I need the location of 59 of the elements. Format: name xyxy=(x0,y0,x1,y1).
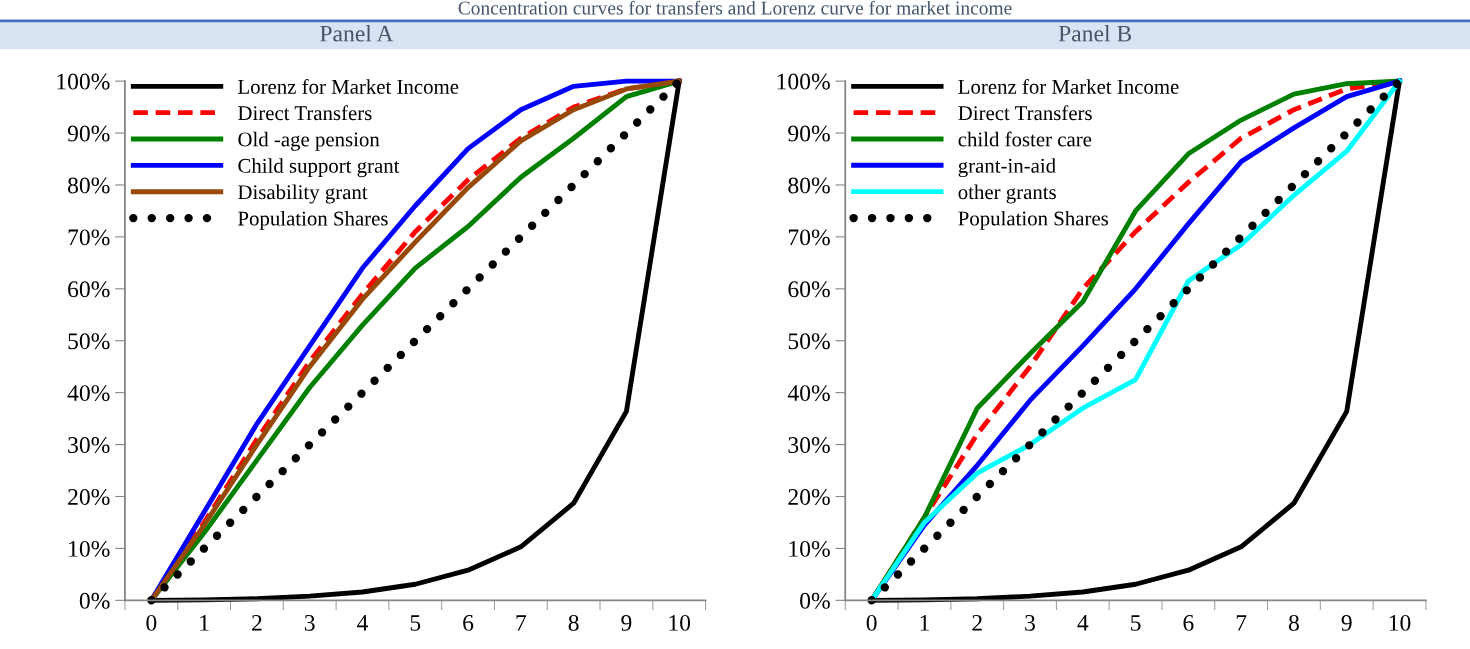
x-tick-label: 3 xyxy=(1025,614,1035,631)
x-tick-label: 10 xyxy=(669,614,691,631)
legend-label: Population Shares xyxy=(238,210,388,230)
x-tick-label: 9 xyxy=(1341,614,1352,631)
y-tick-label: 0% xyxy=(800,592,830,609)
legend-label: other grants xyxy=(958,184,1056,204)
text: Concentration curves for transfers and Lorenz curve for market income xyxy=(458,0,1012,15)
legend-label: Population Shares xyxy=(958,210,1109,230)
y-tick-label: 50% xyxy=(788,333,830,350)
legend-label: Child support grant xyxy=(238,158,400,178)
y-tick-label: 40% xyxy=(67,385,110,402)
x-tick-label: 9 xyxy=(621,614,632,631)
y-tick-label: 70% xyxy=(68,229,110,246)
legend-label: child foster care xyxy=(958,131,1092,147)
y-tick-label: 80% xyxy=(67,177,110,194)
x-tick-label: 2 xyxy=(972,614,982,631)
x-tick-label: 2 xyxy=(252,614,262,631)
y-tick-label: 10% xyxy=(789,540,830,557)
x-tick-label: 6 xyxy=(1183,614,1194,631)
x-tick-label: 5 xyxy=(1131,615,1141,631)
legend-label: Disability grant xyxy=(238,184,368,204)
y-tick-label: 10% xyxy=(69,540,110,557)
y-tick-label: 90% xyxy=(67,125,110,142)
y-tick-label: 20% xyxy=(788,488,830,505)
y-tick-label: 100% xyxy=(777,73,830,90)
y-tick-label: 30% xyxy=(68,437,110,454)
legend-label: Direct Transfers xyxy=(238,105,372,121)
legend-label: Lorenz for Market Income xyxy=(238,78,459,94)
legend-label: Lorenz for Market Income xyxy=(958,78,1179,94)
y-tick-label: 30% xyxy=(788,437,830,454)
y-tick-label: 100% xyxy=(57,73,110,90)
x-tick-label: 3 xyxy=(304,614,315,631)
y-tick-label: 40% xyxy=(787,385,830,402)
x-tick-label: 1 xyxy=(920,615,929,631)
y-tick-label: 20% xyxy=(68,488,110,505)
y-tick-label: 0% xyxy=(79,592,110,609)
x-tick-label: 4 xyxy=(1077,615,1089,631)
x-tick-label: 4 xyxy=(357,615,369,631)
y-tick-label: 60% xyxy=(788,281,830,298)
chart-title: Panel B xyxy=(1058,24,1132,42)
x-tick-label: 6 xyxy=(463,614,474,631)
x-tick-label: 5 xyxy=(410,615,421,631)
x-tick-label: 10 xyxy=(1389,614,1411,631)
y-tick-label: 60% xyxy=(68,281,110,298)
chart-title: Panel A xyxy=(320,24,394,42)
legend-label: Direct Transfers xyxy=(958,105,1092,121)
x-tick-label: 0 xyxy=(866,614,877,631)
y-tick-label: 80% xyxy=(788,177,830,194)
x-tick-label: 0 xyxy=(146,614,157,631)
x-tick-label: 7 xyxy=(1236,615,1247,631)
legend-label: grant-in-aid xyxy=(958,158,1056,178)
x-tick-label: 8 xyxy=(1288,614,1299,631)
x-tick-label: 7 xyxy=(516,615,527,631)
x-tick-label: 8 xyxy=(568,614,579,631)
y-tick-label: 70% xyxy=(788,229,830,246)
legend-label: Old -age pension xyxy=(238,131,380,151)
y-tick-label: 90% xyxy=(788,125,830,142)
x-tick-label: 1 xyxy=(200,615,209,631)
y-tick-label: 50% xyxy=(68,333,110,350)
